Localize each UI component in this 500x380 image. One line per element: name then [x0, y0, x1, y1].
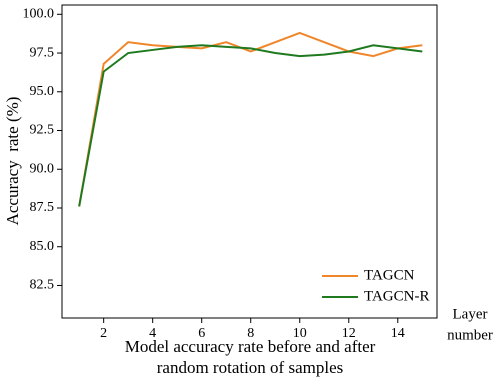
- x-tick-label: 12: [342, 326, 356, 341]
- x-tick-label: 2: [100, 326, 107, 341]
- y-tick-label: 95.0: [30, 84, 55, 99]
- y-tick-label: 92.5: [30, 123, 55, 138]
- legend-label: TAGCN: [364, 267, 415, 283]
- x-tick-label: 8: [247, 326, 254, 341]
- x-axis-label: Model accuracy rate before and after: [125, 337, 376, 356]
- x-tick-label: 6: [198, 326, 205, 341]
- legend-label: TAGCN-R: [364, 288, 429, 304]
- y-axis-label: Accuracy rate (%): [3, 97, 22, 226]
- y-tick-label: 87.5: [30, 200, 55, 215]
- y-tick-label: 100.0: [23, 7, 55, 22]
- x-unit-label: Layer: [453, 306, 488, 322]
- y-tick-label: 82.5: [30, 278, 55, 293]
- y-tick-label: 90.0: [30, 161, 55, 176]
- y-tick-label: 97.5: [30, 45, 55, 60]
- y-tick-label: 85.0: [30, 239, 55, 254]
- x-tick-label: 4: [149, 326, 156, 341]
- x-axis-label: random rotation of samples: [157, 358, 344, 377]
- x-tick-label: 14: [391, 326, 405, 341]
- x-tick-label: 10: [293, 326, 307, 341]
- series-line: [78, 31, 423, 207]
- x-unit-label: number: [447, 327, 493, 343]
- series-line: [78, 44, 423, 207]
- plot-frame: [61, 4, 438, 319]
